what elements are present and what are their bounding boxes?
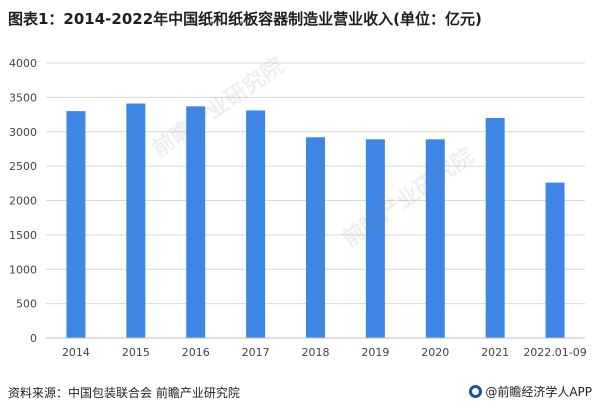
bar-2019 — [365, 139, 385, 338]
bar-2017 — [246, 110, 266, 338]
bar-2018 — [306, 137, 325, 338]
brand-logo-icon — [469, 385, 483, 398]
bar-2014 — [66, 111, 86, 338]
x-tick-label: 2018 — [302, 346, 330, 359]
bars — [66, 103, 565, 338]
y-tick-label: 3500 — [9, 91, 37, 104]
x-tick-label: 2021 — [481, 346, 509, 359]
x-axis-ticks: 2014 2015 2016 2017 2018 2019 2020 2021 2022.01-… — [62, 346, 587, 359]
x-tick-label: 2014 — [62, 346, 90, 359]
x-tick-label: 2020 — [421, 346, 449, 359]
y-tick-label: 1500 — [9, 229, 37, 242]
x-tick-label: 2019 — [361, 346, 389, 359]
x-tick-label: 2015 — [122, 346, 150, 359]
y-tick-label: 0 — [30, 332, 37, 345]
bar-2020 — [425, 139, 445, 338]
y-tick-label: 3000 — [9, 126, 37, 139]
x-tick-label: 2016 — [182, 346, 210, 359]
y-tick-label: 1000 — [9, 263, 37, 276]
bar-2016 — [186, 106, 206, 338]
x-tick-label: 2022.01-09 — [523, 346, 586, 359]
y-tick-label: 500 — [16, 298, 37, 311]
x-tick-label: 2017 — [242, 346, 270, 359]
bar-2015 — [126, 103, 146, 338]
y-axis-ticks: 0 500 1000 1500 2000 2500 3000 3500 4000 — [9, 57, 37, 345]
source-note: 资料来源：中国包装联合会 前瞻产业研究院 — [8, 386, 240, 400]
brand-text: @前瞻经济学人APP — [485, 385, 592, 399]
y-tick-label: 4000 — [9, 57, 37, 70]
bar-2021 — [485, 118, 505, 338]
brand-label: @前瞻经济学人APP — [469, 383, 592, 400]
y-tick-label: 2000 — [9, 195, 37, 208]
y-tick-label: 2500 — [9, 160, 37, 173]
bar-2022.01-09 — [545, 182, 565, 338]
chart-title: 图表1：2014-2022年中国纸和纸板容器制造业营业收入(单位：亿元) — [8, 10, 482, 28]
